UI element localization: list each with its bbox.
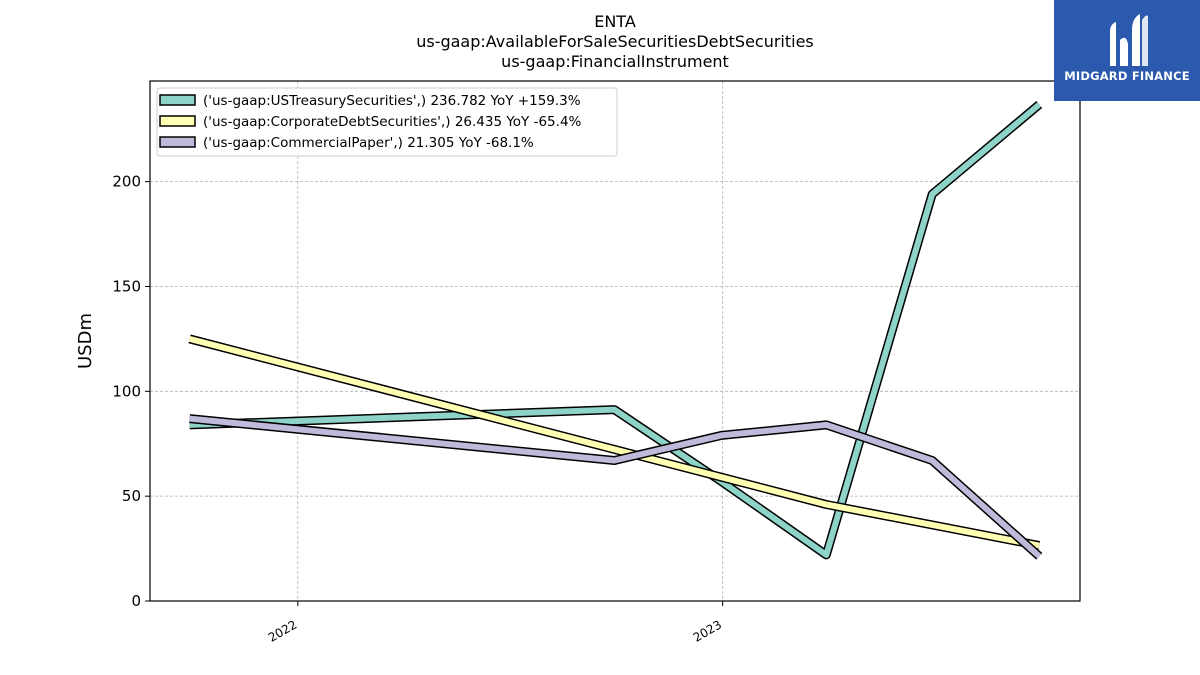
series-outline-1: [189, 101, 1043, 560]
y-tick-label: 100: [112, 382, 141, 400]
series-line-2: [188, 335, 1040, 549]
logo-mark-icon: [1110, 14, 1148, 66]
legend-label-3: ('us-gaap:CommercialPaper',) 21.305 YoY …: [203, 135, 534, 151]
y-tick-label: 0: [131, 592, 141, 610]
series-line-1: [189, 102, 1042, 558]
midgard-finance-logo: MIDGARD FINANCE: [1054, 0, 1200, 101]
series-line-3: [189, 415, 1042, 559]
y-tick-label: 200: [112, 173, 141, 191]
legend-label-1: ('us-gaap:USTreasurySecurities',) 236.78…: [203, 93, 581, 109]
x-tick-label: 2022: [266, 617, 299, 644]
legend: ('us-gaap:USTreasurySecurities',) 236.78…: [156, 87, 618, 157]
y-tick-label: 50: [122, 487, 141, 505]
plot-frame: [149, 80, 1081, 602]
chart-title-line-2: us-gaap:AvailableForSaleSecuritiesDebtSe…: [416, 32, 814, 51]
legend-swatch-1: [159, 94, 196, 106]
legend-swatch-3: [159, 136, 196, 148]
y-tick-label: 150: [112, 277, 141, 295]
series-outline-3: [189, 414, 1043, 560]
chart-title-line-3: us-gaap:FinancialInstrument: [501, 52, 729, 71]
y-axis-label: USDm: [75, 313, 96, 369]
legend-swatch-2: [159, 115, 196, 127]
logo-text: MIDGARD FINANCE: [1064, 69, 1190, 83]
legend-box: [156, 87, 618, 157]
x-tick-label: 2023: [691, 617, 724, 644]
legend-label-2: ('us-gaap:CorporateDebtSecurities',) 26.…: [203, 114, 582, 130]
chart-title-line-1: ENTA: [594, 12, 636, 31]
